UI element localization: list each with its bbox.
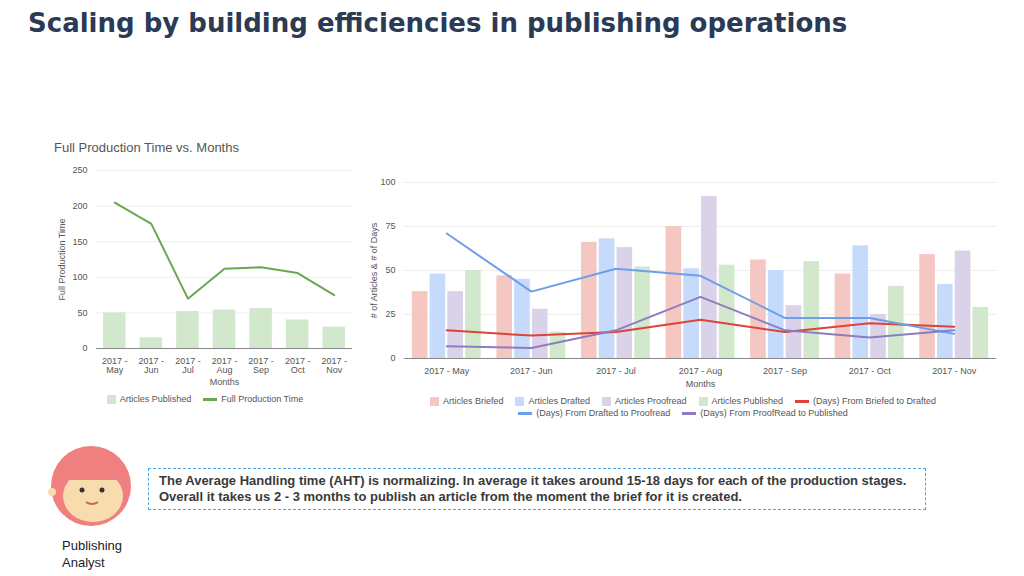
svg-text:75: 75: [385, 221, 395, 231]
html-text:(Days) From Drafted to Proofre: (Days) From Drafted to Proofread: [536, 408, 671, 418]
svg-text:2017 - Nov: 2017 - Nov: [932, 366, 977, 376]
svg-text:2017 - Oct: 2017 - Oct: [849, 366, 892, 376]
svg-text:50: 50: [77, 308, 87, 318]
svg-text:100: 100: [72, 272, 87, 282]
html-text:Articles Briefed: Articles Briefed: [442, 396, 504, 406]
svg-text:2017 -May: 2017 -May: [102, 356, 128, 375]
svg-text:25: 25: [385, 309, 395, 319]
html-text:(Days) From Briefed to Drafted: (Days) From Briefed to Drafted: [813, 396, 937, 406]
svg-text:0: 0: [82, 343, 87, 353]
svg-text:150: 150: [72, 237, 87, 247]
svg-text:2017 - Jul: 2017 - Jul: [596, 366, 636, 376]
html-text:Articles Drafted: Articles Drafted: [528, 396, 590, 406]
svg-text:2017 -Sep: 2017 -Sep: [248, 356, 274, 375]
svg-text:2017 - May: 2017 - May: [424, 366, 470, 376]
html-text:Articles Published: Articles Published: [119, 394, 192, 404]
svg-text:2017 - Jun: 2017 - Jun: [510, 366, 553, 376]
svg-text:2017 -Aug: 2017 -Aug: [212, 356, 238, 375]
svg-text:Full Production Time: Full Production Time: [57, 218, 67, 300]
svg-text:0: 0: [390, 353, 395, 363]
html-text:The Average Handling time (AHT: The Average Handling time (AHT) is norma…: [159, 473, 907, 504]
svg-text:50: 50: [385, 265, 395, 275]
svg-text:# of Articles & # of Days: # of Articles & # of Days: [369, 222, 379, 318]
svg-text:250: 250: [72, 165, 87, 175]
html-text:Publishing Analyst: Publishing Analyst: [62, 538, 122, 570]
svg-text:2017 - Aug: 2017 - Aug: [679, 366, 723, 376]
html-text:Full Production Time: Full Production Time: [221, 394, 304, 404]
svg-text:Months: Months: [686, 379, 716, 389]
svg-text:2017 -Jun: 2017 -Jun: [139, 356, 165, 375]
html-text:Articles Published: Articles Published: [711, 396, 783, 406]
svg-text:200: 200: [72, 201, 87, 211]
svg-text:100: 100: [380, 177, 395, 187]
html-text:(Days) From ProofRead to Publi: (Days) From ProofRead to Published: [700, 408, 848, 418]
html-text:Full Production Time vs. Month: Full Production Time vs. Months: [54, 140, 239, 155]
svg-text:2017 -Nov: 2017 -Nov: [321, 356, 347, 375]
svg-text:2017 -Oct: 2017 -Oct: [285, 356, 311, 375]
svg-text:Months: Months: [210, 377, 240, 387]
html-text:Articles Proofread: Articles Proofread: [615, 396, 687, 406]
html-text:Scaling by building efficienci: Scaling by building efficiencies in publ…: [28, 8, 848, 38]
svg-text:2017 - Sep: 2017 - Sep: [763, 366, 807, 376]
svg-text:2017 -Jul: 2017 -Jul: [175, 356, 201, 375]
